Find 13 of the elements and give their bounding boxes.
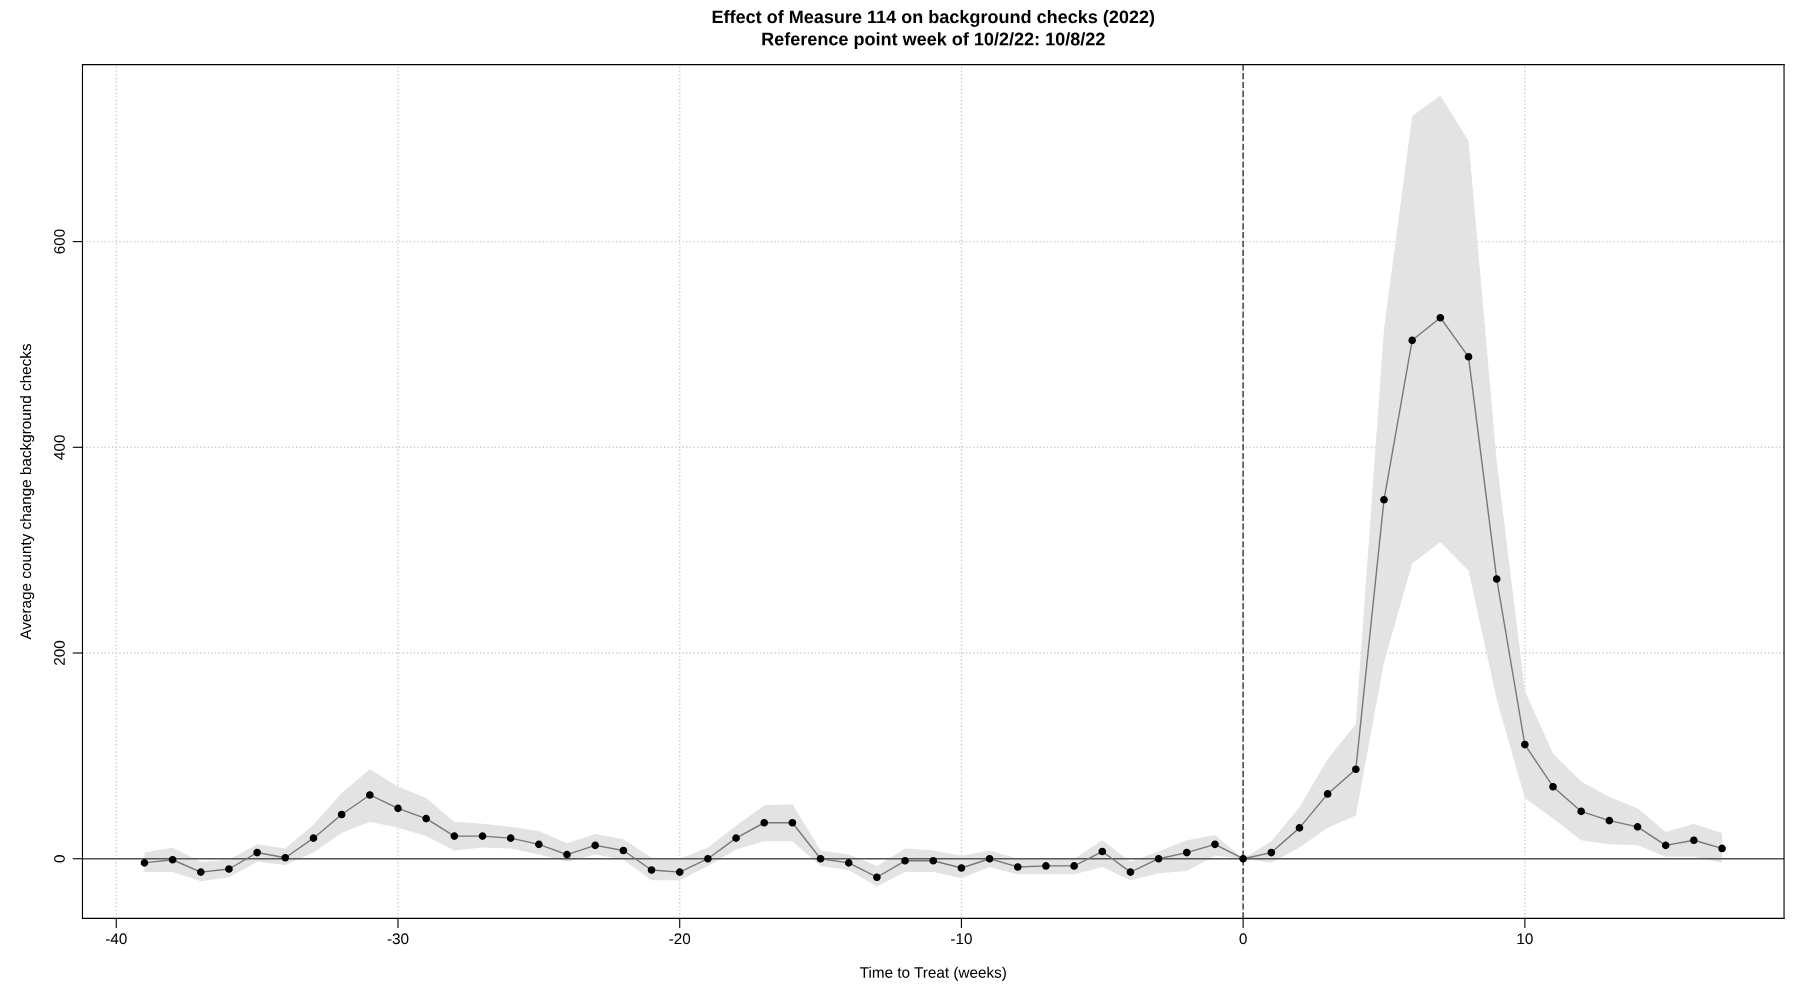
x-tick-label: -10 [951, 933, 972, 945]
x-tick-label: -30 [387, 933, 409, 945]
chart-title: Effect of Measure 114 on background checks (2022) Reference point week of 10/2/22: 10/8/22 [712, 10, 1155, 49]
y-tick-label: 600 [54, 229, 65, 254]
x-axis-title: Time to Treat (weeks) [860, 966, 1006, 981]
y-axis-title: Average county change background checks [19, 344, 35, 640]
x-tick-label: 0 [1239, 933, 1247, 945]
x-tick-label: -20 [669, 933, 691, 945]
x-tick-label: 10 [1517, 933, 1533, 945]
y-tick-label: 200 [54, 640, 65, 665]
y-tick-label: 400 [54, 435, 65, 460]
y-tick-label: 0 [54, 855, 65, 863]
x-tick-label: -40 [105, 933, 127, 945]
